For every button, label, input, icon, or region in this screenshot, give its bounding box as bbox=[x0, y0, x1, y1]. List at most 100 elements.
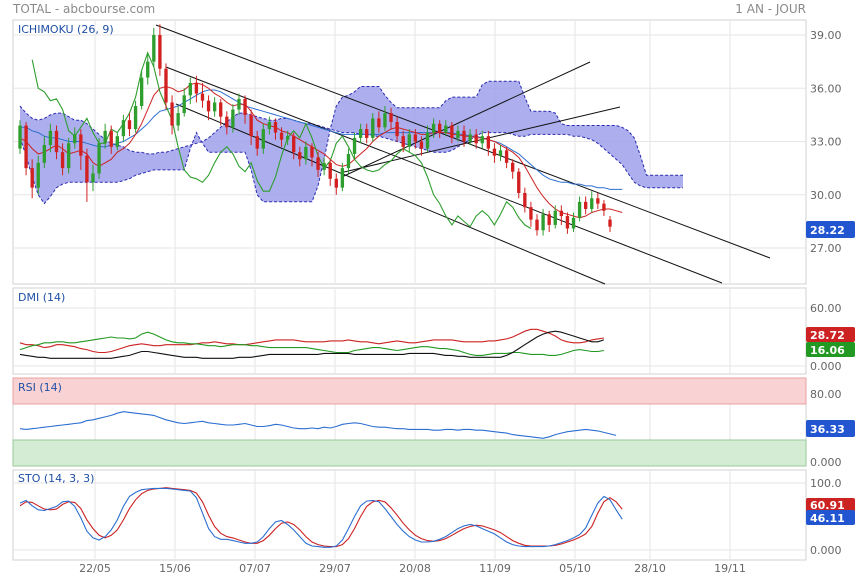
candle-body bbox=[474, 134, 478, 144]
candle-body bbox=[273, 121, 278, 133]
rsi-badge: 36.33 bbox=[806, 420, 855, 437]
candle-body bbox=[243, 98, 247, 115]
dmi-series-line-0 bbox=[19, 328, 604, 354]
candle-body bbox=[255, 136, 259, 149]
candle-body bbox=[407, 134, 411, 147]
candle-body bbox=[389, 113, 393, 122]
candle-body bbox=[523, 192, 527, 208]
candle-body bbox=[511, 162, 515, 172]
dmi-plus-value: 28.72 bbox=[810, 329, 845, 342]
rsi-tick-label: 80.00 bbox=[810, 388, 842, 401]
candle-body bbox=[413, 134, 418, 142]
price-tick-label: 36.00 bbox=[810, 82, 842, 95]
candle-body bbox=[425, 132, 430, 149]
candle-body bbox=[608, 219, 612, 227]
dmi-title: DMI (14) bbox=[18, 291, 65, 304]
candle-body bbox=[60, 152, 65, 169]
candle-body bbox=[225, 116, 229, 128]
price-last-value: 28.22 bbox=[810, 224, 845, 237]
candle-body bbox=[529, 207, 533, 220]
candle-body bbox=[261, 129, 265, 149]
candle-body bbox=[583, 201, 588, 209]
header-instrument: TOTAL - abcbourse.com bbox=[12, 2, 155, 16]
candle-body bbox=[188, 82, 192, 96]
candle-body bbox=[267, 121, 272, 130]
sto-d-value: 46.11 bbox=[810, 512, 845, 525]
x-tick-label: 05/10 bbox=[559, 562, 591, 575]
sto-series-line-1 bbox=[19, 487, 623, 548]
dmi-series-line-1 bbox=[19, 331, 604, 356]
price-tick-label: 27.00 bbox=[810, 242, 842, 255]
candle-body bbox=[565, 216, 570, 229]
rsi-line bbox=[19, 411, 617, 439]
x-tick-label: 15/06 bbox=[159, 562, 191, 575]
candle-body bbox=[553, 210, 557, 225]
candle-body bbox=[504, 150, 509, 163]
ichimoku-cloud bbox=[20, 81, 683, 204]
rsi-title: RSI (14) bbox=[18, 381, 62, 394]
candle-body bbox=[571, 217, 576, 229]
header-period: 1 AN - JOUR bbox=[735, 2, 806, 16]
candle-body bbox=[358, 129, 363, 138]
panel-frame-1 bbox=[12, 287, 807, 375]
ichimoku-title: ICHIMOKU (26, 9) bbox=[18, 23, 114, 36]
candle-body bbox=[498, 150, 503, 156]
dmi-badges: 28.72 16.06 bbox=[806, 327, 855, 357]
sto-series-line-0 bbox=[19, 487, 623, 548]
candle-body bbox=[139, 77, 144, 106]
candle-body bbox=[133, 106, 138, 130]
dmi-tick-label: 0.000 bbox=[810, 360, 842, 373]
candle-body bbox=[328, 162, 332, 179]
candle-body bbox=[279, 132, 284, 140]
candle-body bbox=[212, 102, 217, 112]
x-tick-label: 11/09 bbox=[479, 562, 511, 575]
dmi-series-line-2 bbox=[19, 330, 605, 359]
candle-body bbox=[322, 162, 326, 170]
candle-body bbox=[535, 219, 539, 231]
candle-body bbox=[365, 129, 369, 138]
candle-body bbox=[304, 146, 308, 160]
sto-tick-label: 0.000 bbox=[810, 544, 842, 557]
candle-body bbox=[468, 134, 472, 142]
candle-body bbox=[292, 136, 296, 153]
candle-body bbox=[395, 121, 399, 137]
candle-body bbox=[91, 173, 95, 183]
candle-body bbox=[152, 35, 156, 62]
candle-body bbox=[206, 100, 211, 112]
sto-title: STO (14, 3, 3) bbox=[18, 472, 94, 485]
rsi-value: 36.33 bbox=[810, 423, 845, 436]
candle-body bbox=[164, 68, 168, 103]
trend-channel-line bbox=[343, 61, 591, 177]
candle-body bbox=[285, 136, 290, 140]
candle-body bbox=[450, 125, 454, 138]
chikou-span-line bbox=[31, 51, 532, 229]
candle-body bbox=[109, 130, 113, 147]
candle-body bbox=[559, 210, 564, 217]
candle-body bbox=[48, 130, 53, 146]
candle-body bbox=[486, 136, 491, 149]
sto-badges: 60.91 46.11 bbox=[806, 498, 855, 525]
candle-body bbox=[115, 136, 119, 147]
candle-body bbox=[492, 148, 497, 156]
tenkan-sen-line bbox=[19, 82, 623, 219]
candle-body bbox=[249, 114, 253, 137]
x-tick-label: 28/10 bbox=[634, 562, 666, 575]
rsi-overbought-zone bbox=[12, 377, 807, 405]
candle-body bbox=[54, 130, 59, 153]
candle-body bbox=[182, 95, 186, 114]
panel-frame-3 bbox=[12, 469, 807, 561]
x-tick-label: 19/11 bbox=[714, 562, 746, 575]
candle-body bbox=[438, 123, 442, 133]
dmi-minus-value: 16.06 bbox=[810, 344, 845, 357]
candle-body bbox=[219, 102, 223, 117]
candle-body bbox=[42, 145, 47, 163]
candle-body bbox=[146, 61, 150, 78]
candle-body bbox=[577, 201, 582, 218]
candle-body bbox=[371, 118, 375, 138]
price-tick-label: 39.00 bbox=[810, 29, 842, 42]
candle-body bbox=[310, 146, 314, 158]
candle-body bbox=[18, 125, 22, 149]
candle-body bbox=[462, 130, 466, 142]
candle-body bbox=[66, 143, 71, 169]
candle-body bbox=[596, 198, 600, 204]
